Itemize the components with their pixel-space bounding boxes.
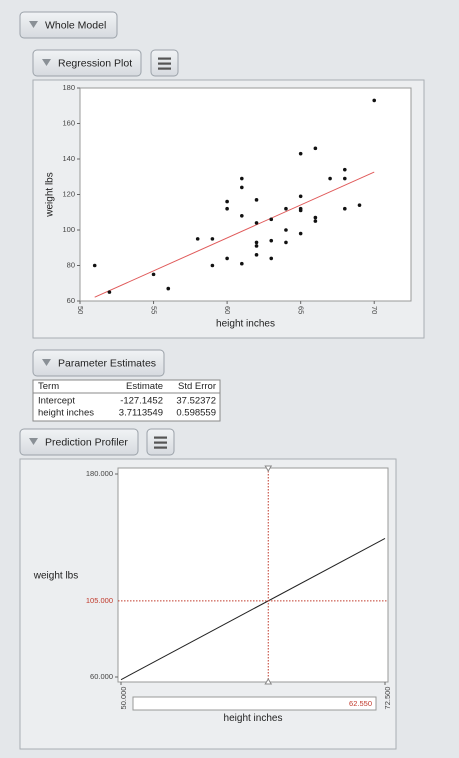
data-point [254,221,259,225]
outline-button[interactable] [32,49,142,77]
y-tick-label: 80 [67,260,75,269]
data-point [254,244,259,248]
disclosure-icon [42,359,51,366]
y-tick-label: 140 [62,154,75,163]
data-point [372,98,377,103]
data-point [298,151,303,156]
button-label[interactable]: Prediction Profiler [45,436,128,448]
y-tick-label: 120 [62,189,75,198]
button-label[interactable]: Regression Plot [58,57,132,69]
column-header: Estimate [126,381,163,392]
data-point [151,272,156,277]
data-point [343,176,347,181]
data-point [254,253,259,257]
table-cell: 37.52372 [176,396,216,407]
table-cell: 0.598559 [176,408,216,419]
menu-icon [158,62,171,65]
column-header: Std Error [178,381,216,392]
data-point [240,185,244,190]
data-point [269,256,274,261]
button-label[interactable]: Parameter Estimates [58,357,156,369]
column-header: Term [38,381,59,392]
data-point [284,240,288,245]
data-point [343,206,347,211]
y-tick-label: 180 [62,83,75,92]
data-point [240,176,244,181]
data-point [298,208,303,213]
menu-icon [154,446,167,449]
data-point [107,290,112,294]
x-tick-label: 50.000 [119,687,128,710]
data-point [298,231,303,236]
data-point [225,256,229,261]
disclosure-icon [29,21,38,28]
x-tick-label: 72.500 [383,687,392,710]
current-x-input[interactable] [132,696,377,711]
data-point [284,206,288,211]
data-point [210,237,215,241]
data-point [313,215,318,220]
data-point [313,146,318,151]
data-point [269,217,274,222]
data-point [195,237,200,241]
x-tick-label: 55 [150,306,159,314]
table-cell: height inches [38,408,94,419]
outline-button[interactable] [19,428,139,456]
y-tick-label: 160 [62,118,75,127]
disclosure-icon [42,59,51,66]
data-point [240,261,244,266]
data-point [225,199,229,204]
plot-area [79,87,412,302]
data-point [269,238,274,243]
data-point [328,176,332,181]
x-tick-label: 50 [76,306,85,314]
data-point [166,286,171,291]
data-point [313,219,318,223]
slider-handle[interactable] [264,678,273,685]
x-tick-label: 60 [223,306,232,314]
x-axis-label: height inches [216,319,275,330]
current-x-value: 62.550 [349,699,372,708]
plot-area [117,467,389,683]
data-point [254,198,259,202]
outline-button[interactable] [19,11,118,39]
prediction-trace [120,537,386,681]
menu-icon [154,436,167,439]
button-label[interactable]: Whole Model [45,19,106,31]
y-axis-label: weight lbs [33,571,78,582]
x-tick-label: 65 [297,306,306,314]
y-axis-label: weight lbs [45,172,56,217]
y-tick-label: 60.000 [90,672,113,681]
menu-icon [158,57,171,60]
disclosure-icon [29,438,38,445]
estimates-table [32,379,221,422]
data-point [225,206,229,211]
table-cell: -127.1452 [120,396,163,407]
y-tick-label: 180.000 [86,469,113,478]
data-point [254,240,259,245]
data-point [284,228,288,232]
data-point [357,203,362,207]
table-cell: 3.7113549 [119,408,163,419]
menu-icon [158,67,171,70]
menu-icon [154,441,167,444]
fit-line [94,171,375,298]
data-point [298,194,303,199]
y-tick-label: 60 [67,296,75,305]
table-cell: Intercept [38,396,75,407]
data-point [210,263,215,268]
x-tick-label: 70 [370,306,379,314]
current-y-value: 105.000 [86,596,113,605]
x-axis-label: height inches [223,713,283,724]
slider-handle[interactable] [264,465,273,472]
data-point [343,167,347,172]
y-tick-label: 100 [62,225,75,234]
data-point [240,214,244,218]
data-point [92,263,97,268]
outline-button[interactable] [32,349,165,377]
